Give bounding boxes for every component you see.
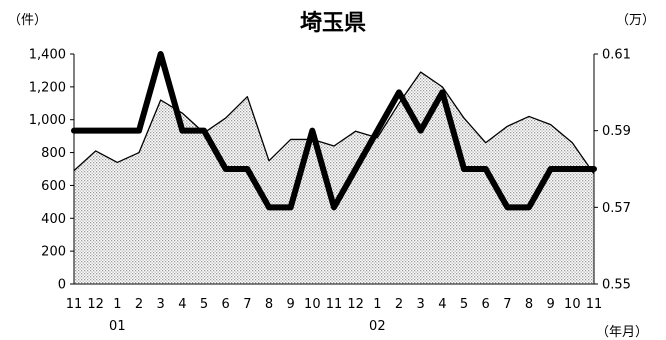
x-year-label: 02 xyxy=(369,319,386,334)
right-tick-label: 0.57 xyxy=(602,201,631,216)
x-tick-label: 4 xyxy=(178,297,186,312)
left-tick-label: 200 xyxy=(41,245,66,260)
left-tick-label: 1,000 xyxy=(29,113,66,128)
left-axis-unit: （件） xyxy=(8,13,47,28)
x-tick-label: 2 xyxy=(135,297,143,312)
x-tick-label: 3 xyxy=(157,297,165,312)
right-tick-label: 0.61 xyxy=(602,48,631,63)
left-tick-label: 600 xyxy=(41,179,66,194)
x-tick-label: 3 xyxy=(417,297,425,312)
left-tick-label: 1,200 xyxy=(29,80,66,95)
right-tick-label: 0.59 xyxy=(602,124,631,139)
left-tick-label: 1,400 xyxy=(29,48,66,63)
x-axis-unit: （年月） xyxy=(596,325,648,340)
right-tick-label: 0.55 xyxy=(602,278,631,293)
line-series xyxy=(71,51,597,211)
x-tick-label: 10 xyxy=(564,297,581,312)
x-tick-label: 8 xyxy=(525,297,533,312)
x-tick-label: 4 xyxy=(438,297,446,312)
x-tick-label: 2 xyxy=(395,297,403,312)
line-series-layer xyxy=(71,51,597,211)
left-tick-label: 0 xyxy=(58,278,66,293)
x-tick-label: 6 xyxy=(222,297,230,312)
x-tick-label: 12 xyxy=(347,297,364,312)
x-tick-label: 5 xyxy=(460,297,468,312)
chart-title: 埼玉県 xyxy=(300,11,366,36)
x-tick-label: 7 xyxy=(243,297,251,312)
area-series-outline xyxy=(73,71,595,175)
x-tick-label: 11 xyxy=(586,297,603,312)
x-tick-label: 9 xyxy=(547,297,555,312)
left-tick-label: 800 xyxy=(41,146,66,161)
x-tick-label: 1 xyxy=(113,297,121,312)
x-tick-label: 8 xyxy=(265,297,273,312)
x-tick-label: 5 xyxy=(200,297,208,312)
area-series-fill xyxy=(74,72,594,284)
area-series-layer xyxy=(73,71,595,284)
x-tick-label: 10 xyxy=(304,297,321,312)
x-tick-label: 6 xyxy=(482,297,490,312)
right-axis-unit: （万） xyxy=(616,13,655,28)
left-tick-label: 400 xyxy=(41,212,66,227)
x-tick-label: 1 xyxy=(373,297,381,312)
x-tick-label: 11 xyxy=(66,297,83,312)
x-tick-label: 7 xyxy=(503,297,511,312)
left-axis-ticks: 0 200 400 600 800 1,000 1,200 1,400 xyxy=(29,48,74,293)
x-tick-label: 9 xyxy=(287,297,295,312)
x-year-label: 01 xyxy=(109,319,126,334)
axes-layer xyxy=(73,54,595,285)
x-tick-label: 12 xyxy=(87,297,104,312)
x-tick-label: 11 xyxy=(326,297,343,312)
right-axis-ticks: 0.55 0.57 0.59 0.61 xyxy=(594,48,631,293)
